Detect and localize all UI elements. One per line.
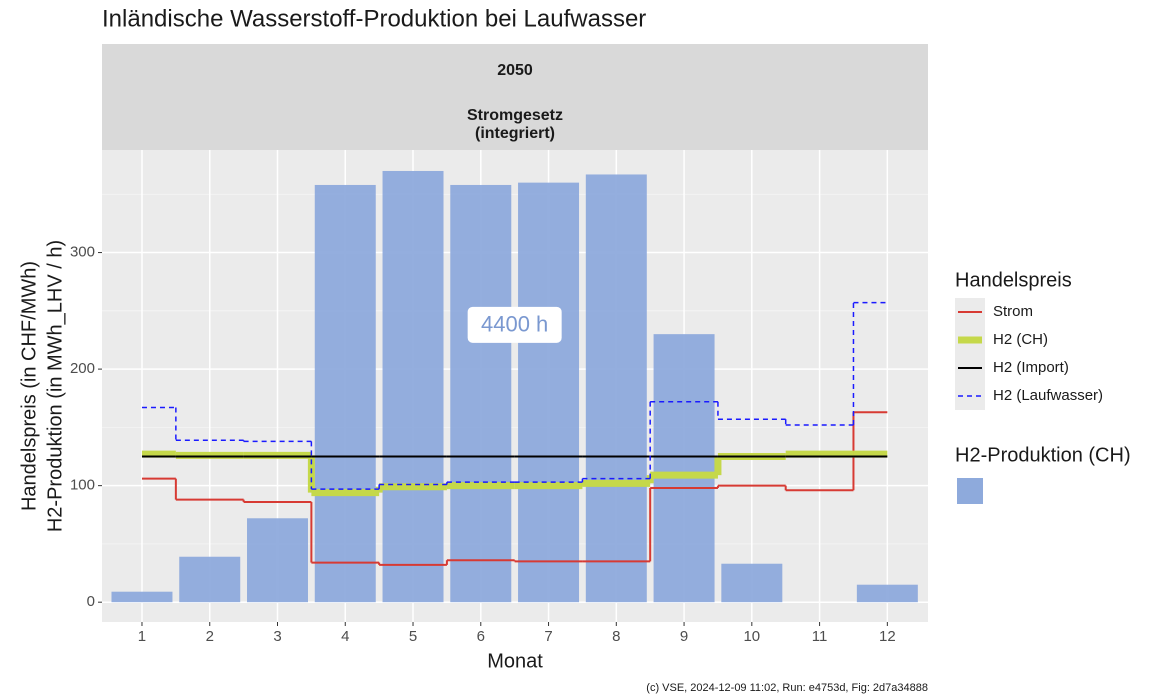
legend-title: H2-Produktion (CH) <box>955 444 1131 466</box>
bar <box>247 518 308 603</box>
bar <box>179 556 241 603</box>
annotation: 4400 h <box>481 312 548 337</box>
bar <box>653 334 715 603</box>
x-tick-label: 9 <box>680 628 688 645</box>
y-tick-label: 300 <box>70 244 95 261</box>
bar <box>314 184 376 603</box>
legend-title: Handelspreis <box>955 269 1072 291</box>
y-axis-title: Handelspreis (in CHF/MWh) <box>18 261 40 511</box>
annotation-box <box>467 306 562 343</box>
caption: (c) VSE, 2024-12-09 11:02, Run: e4753d, … <box>646 682 928 694</box>
x-tick-label: 8 <box>612 628 620 645</box>
y-axis-title: H2-Produktion (in MWh_LHV / h) <box>44 240 66 532</box>
legend-label: H2 (CH) <box>993 331 1048 348</box>
x-tick-label: 5 <box>409 628 417 645</box>
x-tick-label: 7 <box>544 628 552 645</box>
x-tick-label: 4 <box>341 628 349 645</box>
bar <box>450 184 512 603</box>
x-tick-label: 2 <box>206 628 214 645</box>
bar <box>518 182 580 603</box>
y-tick-label: 0 <box>87 593 95 610</box>
bar <box>382 170 444 603</box>
x-tick-label: 12 <box>879 628 896 645</box>
x-tick-label: 10 <box>743 628 760 645</box>
x-tick-label: 3 <box>273 628 281 645</box>
bar <box>721 563 783 603</box>
strip-label: Stromgesetz <box>467 107 563 124</box>
x-tick-label: 11 <box>812 628 828 645</box>
x-tick-label: 1 <box>138 628 146 645</box>
y-tick-label: 200 <box>70 360 95 377</box>
bar <box>111 591 173 603</box>
strip-label: 2050 <box>497 62 533 79</box>
facet-strip <box>102 44 928 150</box>
y-tick-label: 100 <box>70 477 95 494</box>
legend-key <box>957 478 983 504</box>
strip-label: (integriert) <box>475 125 555 142</box>
legend-label: Strom <box>993 303 1033 320</box>
bar <box>585 174 647 603</box>
x-tick-label: 6 <box>477 628 485 645</box>
legend-label: H2 (Import) <box>993 359 1069 376</box>
bar <box>856 584 918 603</box>
plot-panel <box>102 150 928 622</box>
x-axis-title: Monat <box>487 650 543 672</box>
chart-title: Inländische Wasserstoff-Produktion bei L… <box>102 5 646 32</box>
legend-label: H2 (Laufwasser) <box>993 387 1103 404</box>
